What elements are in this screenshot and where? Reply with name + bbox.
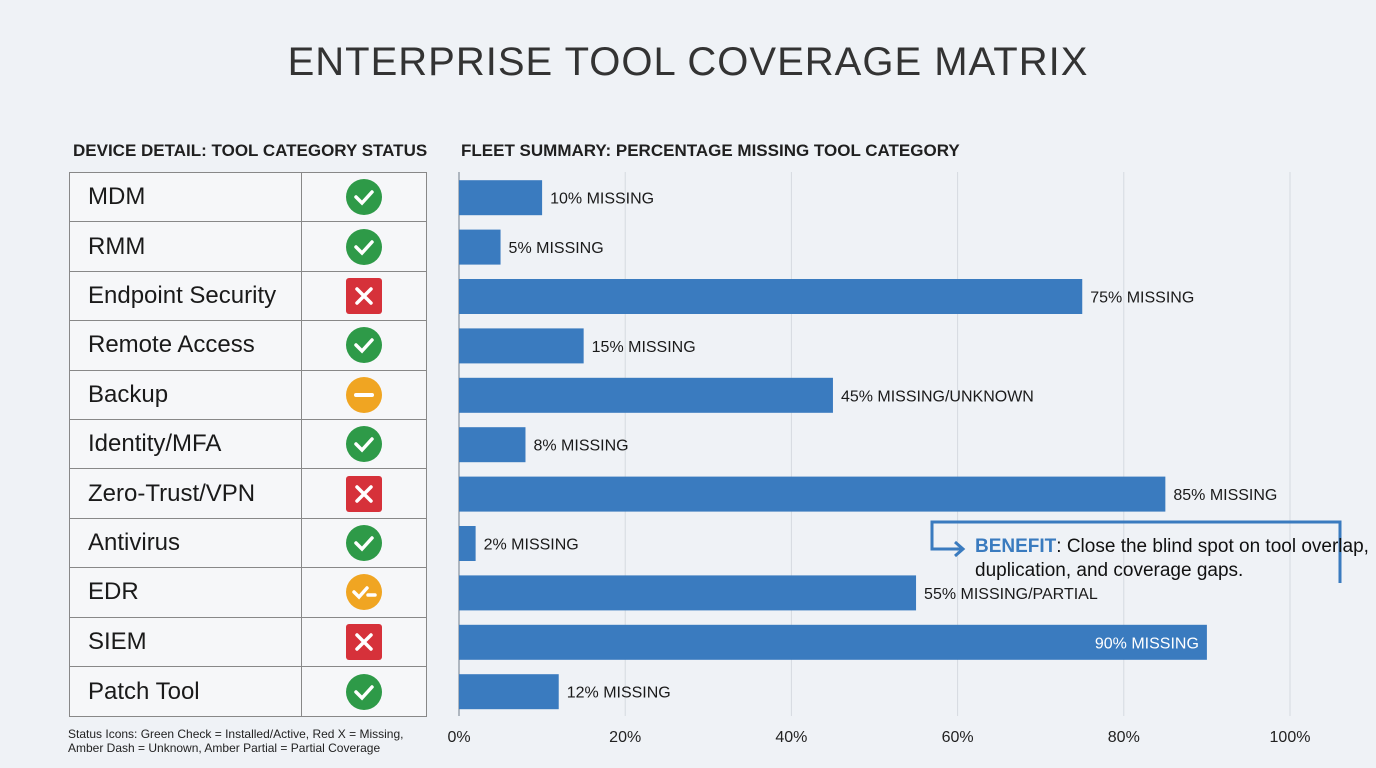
status-cell (302, 568, 426, 616)
bar (459, 674, 559, 710)
status-table: MDM RMM Endpoint Security Remote Access Back… (69, 172, 427, 718)
status-cell (302, 667, 426, 716)
category-label: Identity/MFA (70, 419, 302, 469)
bar (459, 328, 584, 364)
data-label: 8% MISSING (533, 438, 628, 455)
x-icon (346, 475, 382, 512)
bar (459, 526, 476, 561)
bar (459, 624, 1207, 660)
bar (459, 427, 526, 463)
data-label: 75% MISSING (1090, 290, 1194, 307)
category-label: EDR (70, 568, 302, 617)
table-row: RMM (70, 222, 426, 272)
data-label: 5% MISSING (509, 240, 604, 257)
check-icon (346, 426, 382, 463)
category-label: Backup (70, 370, 302, 419)
chart-title: FLEET SUMMARY: PERCENTAGE MISSING TOOL C… (461, 141, 960, 160)
data-label: 90% MISSING (1095, 635, 1199, 652)
callout-label: BENEFIT (975, 536, 1057, 557)
status-cell (302, 519, 426, 567)
data-label: 85% MISSING (1173, 487, 1277, 504)
table-row: SIEM (70, 617, 426, 667)
dash-icon (346, 376, 382, 413)
x-icon (346, 623, 382, 660)
table-row: EDR (70, 568, 426, 618)
data-label: 15% MISSING (592, 339, 696, 356)
category-label: MDM (70, 173, 302, 222)
check-icon (346, 179, 382, 216)
check-icon (346, 228, 382, 265)
category-label: Endpoint Security (70, 271, 302, 321)
table-row: Zero-Trust/VPN (70, 469, 426, 519)
x-tick-label: 40% (775, 729, 807, 746)
partial-check-icon (346, 574, 382, 611)
bar (459, 575, 917, 611)
table-row: Antivirus (70, 518, 426, 569)
status-cell (302, 618, 426, 666)
legend-line: Status Icons: Green Check = Installed/Ac… (68, 727, 404, 741)
status-cell (302, 272, 426, 320)
device-detail-heading: DEVICE DETAIL: TOOL CATEGORY STATUS (73, 141, 428, 160)
check-icon (346, 327, 382, 364)
category-label: Antivirus (70, 518, 302, 568)
table-row: Backup (70, 370, 426, 420)
category-label: SIEM (70, 617, 302, 666)
bar (459, 229, 501, 265)
callout-text: : Close the blind spot on tool overlap, … (975, 536, 1369, 581)
table-row: MDM (70, 173, 426, 223)
check-icon (346, 524, 382, 561)
x-tick-label: 100% (1270, 729, 1311, 746)
category-label: Remote Access (70, 321, 302, 370)
arrow-right-icon (930, 540, 966, 558)
table-row: Endpoint Security (70, 271, 426, 322)
data-label: 45% MISSING/UNKNOWN (841, 388, 1034, 405)
category-label: Patch Tool (70, 666, 302, 717)
table-row: Remote Access (70, 321, 426, 371)
table-row: Identity/MFA (70, 419, 426, 470)
x-tick-label: 80% (1108, 729, 1140, 746)
x-tick-label: 60% (942, 729, 974, 746)
status-cell (302, 173, 426, 221)
data-label: 2% MISSING (484, 537, 579, 554)
status-cell (302, 222, 426, 270)
category-label: RMM (70, 222, 302, 271)
status-cell (302, 420, 426, 468)
status-cell (302, 469, 426, 517)
check-icon (346, 673, 382, 710)
bar (459, 476, 1166, 512)
category-label: Zero-Trust/VPN (70, 469, 302, 518)
table-row: Patch Tool (70, 666, 426, 717)
page-title: ENTERPRISE TOOL COVERAGE MATRIX (287, 40, 1089, 84)
status-cell (302, 321, 426, 369)
x-tick-label: 0% (447, 729, 470, 746)
data-label: 10% MISSING (550, 191, 654, 208)
data-label: 12% MISSING (567, 685, 671, 702)
legend-line: Amber Dash = Unknown, Amber Partial = Pa… (68, 741, 381, 755)
bar (459, 180, 543, 216)
x-tick-label: 20% (609, 729, 641, 746)
x-icon (346, 277, 382, 314)
status-cell (302, 371, 426, 419)
status-legend: Status Icons: Green Check = Installed/Ac… (68, 727, 404, 755)
bar (459, 377, 833, 413)
bar (459, 279, 1083, 314)
data-label: 55% MISSING/PARTIAL (924, 586, 1098, 603)
benefit-callout: BENEFIT: Close the blind spot on tool ov… (975, 535, 1376, 583)
